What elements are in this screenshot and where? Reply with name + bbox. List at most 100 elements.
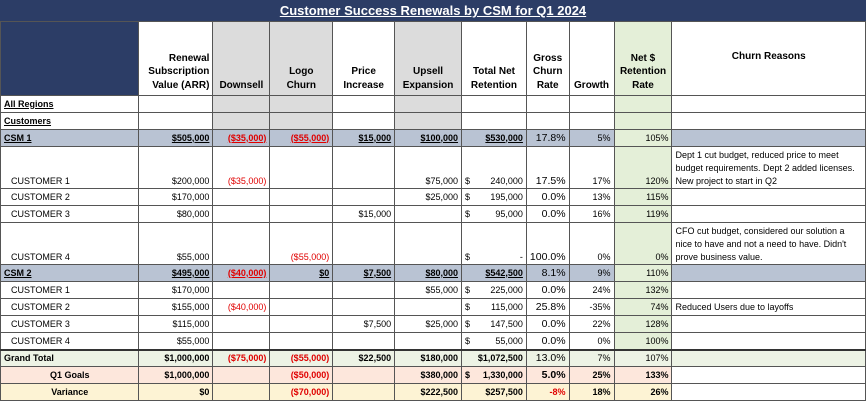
table-cell[interactable]: ($40,000) <box>212 298 271 317</box>
table-cell[interactable]: $180,000 <box>394 348 463 368</box>
table-cell[interactable]: 120% <box>613 145 673 190</box>
table-cell[interactable]: ($75,000) <box>212 348 271 368</box>
table-cell[interactable]: Variance <box>0 383 140 402</box>
header-blank[interactable] <box>0 21 140 96</box>
table-cell[interactable]: $1,330,000 <box>461 366 527 385</box>
table-cell[interactable]: $7,500 <box>332 315 396 334</box>
table-cell[interactable]: 119% <box>613 205 673 224</box>
table-cell[interactable]: 8.1% <box>525 264 570 283</box>
table-cell[interactable] <box>671 188 866 207</box>
table-cell[interactable]: $22,500 <box>332 348 396 368</box>
table-cell[interactable] <box>212 112 271 130</box>
table-cell[interactable] <box>394 112 463 130</box>
table-cell[interactable]: 22% <box>568 315 615 334</box>
table-cell[interactable] <box>212 366 271 385</box>
table-cell[interactable]: $0 <box>138 383 214 402</box>
csm-name[interactable]: CSM 1 <box>0 129 140 147</box>
table-cell[interactable]: CUSTOMER 2 <box>0 298 140 317</box>
table-cell[interactable] <box>568 112 615 130</box>
table-cell[interactable]: $1,000,000 <box>138 366 214 385</box>
table-cell[interactable]: 132% <box>613 281 673 300</box>
table-cell[interactable]: CUSTOMER 4 <box>0 222 140 266</box>
table-cell[interactable]: 0% <box>568 332 615 351</box>
customers-label[interactable]: Customers <box>0 112 140 130</box>
table-cell[interactable]: 24% <box>568 281 615 300</box>
table-cell[interactable]: $ - <box>461 222 527 266</box>
all-regions-label[interactable]: All Regions <box>0 95 140 113</box>
csm-name[interactable]: CSM 2 <box>0 264 140 283</box>
table-cell[interactable] <box>394 298 463 317</box>
table-cell[interactable]: Grand Total <box>0 348 140 368</box>
table-cell[interactable]: $55,000 <box>138 222 214 266</box>
table-cell[interactable] <box>212 281 271 300</box>
table-cell[interactable] <box>332 383 396 402</box>
table-cell[interactable]: 17.8% <box>525 129 570 147</box>
table-cell[interactable]: $1,000,000 <box>138 348 214 368</box>
table-cell[interactable]: CUSTOMER 3 <box>0 205 140 224</box>
table-cell[interactable] <box>138 112 214 130</box>
table-cell[interactable]: ($55,000) <box>269 348 334 368</box>
table-cell[interactable]: 25% <box>568 366 615 385</box>
table-cell[interactable]: $55,000 <box>394 281 463 300</box>
table-cell[interactable] <box>461 95 527 113</box>
table-cell[interactable] <box>332 298 396 317</box>
table-cell[interactable]: 74% <box>613 298 673 317</box>
header-upsell[interactable]: Upsell Expansion <box>394 21 463 96</box>
table-cell[interactable] <box>269 188 334 207</box>
table-cell[interactable]: $505,000 <box>138 129 214 147</box>
table-cell[interactable]: 18% <box>568 383 615 402</box>
table-cell[interactable]: ($35,000) <box>212 145 271 190</box>
table-cell[interactable] <box>332 332 396 351</box>
header-churn-reasons[interactable]: Churn Reasons <box>671 21 866 96</box>
churn-reason[interactable]: Dept 1 cut budget, reduced price to meet… <box>671 145 866 190</box>
table-cell[interactable]: CUSTOMER 1 <box>0 145 140 190</box>
table-cell[interactable]: $542,500 <box>461 264 527 283</box>
table-cell[interactable]: $530,000 <box>461 129 527 147</box>
header-growth[interactable]: Growth <box>568 21 615 96</box>
table-cell[interactable]: $0 <box>269 264 334 283</box>
table-cell[interactable]: Q1 Goals <box>0 366 140 385</box>
table-cell[interactable]: $15,000 <box>332 129 396 147</box>
table-cell[interactable]: ($35,000) <box>212 129 271 147</box>
table-cell[interactable] <box>394 95 463 113</box>
table-cell[interactable] <box>671 264 866 283</box>
table-cell[interactable]: $495,000 <box>138 264 214 283</box>
table-cell[interactable] <box>671 332 866 351</box>
table-cell[interactable] <box>269 95 334 113</box>
table-cell[interactable] <box>671 366 866 385</box>
table-cell[interactable] <box>212 315 271 334</box>
table-cell[interactable] <box>269 332 334 351</box>
table-cell[interactable]: $55,000 <box>138 332 214 351</box>
table-cell[interactable]: CUSTOMER 2 <box>0 188 140 207</box>
table-cell[interactable]: $75,000 <box>394 145 463 190</box>
table-cell[interactable] <box>332 366 396 385</box>
table-cell[interactable]: 133% <box>613 366 673 385</box>
table-cell[interactable]: $100,000 <box>394 129 463 147</box>
table-cell[interactable]: 0.0% <box>525 315 570 334</box>
table-cell[interactable] <box>332 112 396 130</box>
table-cell[interactable]: 107% <box>613 348 673 368</box>
table-cell[interactable]: $25,000 <box>394 315 463 334</box>
table-cell[interactable] <box>212 222 271 266</box>
table-cell[interactable] <box>269 112 334 130</box>
table-cell[interactable]: 13.0% <box>525 348 570 368</box>
table-cell[interactable]: 100% <box>613 332 673 351</box>
table-cell[interactable]: $15,000 <box>332 205 396 224</box>
table-cell[interactable] <box>394 205 463 224</box>
table-cell[interactable]: ($50,000) <box>269 366 334 385</box>
table-cell[interactable]: 100.0% <box>525 222 570 266</box>
table-cell[interactable] <box>671 348 866 368</box>
table-cell[interactable]: CUSTOMER 3 <box>0 315 140 334</box>
table-cell[interactable] <box>332 188 396 207</box>
table-cell[interactable]: $80,000 <box>138 205 214 224</box>
table-cell[interactable]: $222,500 <box>394 383 463 402</box>
table-cell[interactable] <box>394 332 463 351</box>
table-cell[interactable]: $7,500 <box>332 264 396 283</box>
table-cell[interactable]: 16% <box>568 205 615 224</box>
table-cell[interactable]: $170,000 <box>138 188 214 207</box>
table-cell[interactable] <box>269 145 334 190</box>
table-cell[interactable]: 7% <box>568 348 615 368</box>
table-cell[interactable] <box>269 205 334 224</box>
table-cell[interactable]: $240,000 <box>461 145 527 190</box>
table-cell[interactable] <box>212 188 271 207</box>
